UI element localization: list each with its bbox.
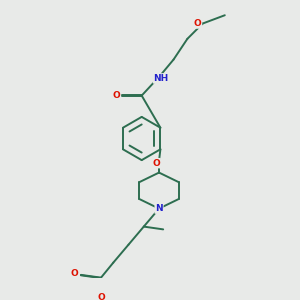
Text: N: N	[155, 204, 163, 213]
Text: O: O	[112, 91, 120, 100]
Text: NH: NH	[154, 74, 169, 83]
Text: O: O	[71, 269, 79, 278]
Text: O: O	[194, 19, 202, 28]
Text: O: O	[98, 293, 105, 300]
Text: O: O	[152, 159, 160, 168]
